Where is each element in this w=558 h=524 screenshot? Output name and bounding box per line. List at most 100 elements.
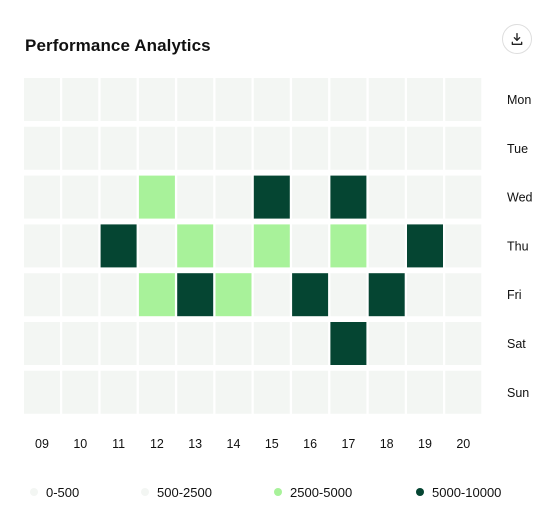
heatmap-cell-tue-18 [368,126,405,170]
heatmap-cell-tue-17 [330,126,367,170]
heatmap-cell-sun-11 [100,370,137,414]
heatmap-cell-sun-18 [368,370,405,414]
heatmap-cell-wed-11 [100,175,137,219]
heatmap-cell-thu-20 [445,224,482,268]
x-axis-label-13: 13 [188,437,202,451]
legend-item-2[interactable]: 2500-5000 [274,482,352,502]
heatmap-cell-fri-19 [407,273,443,317]
heatmap-cell-sun-13 [177,370,214,414]
heatmap-cell-tue-13 [177,126,214,170]
heatmap-cell-fri-20 [445,273,482,317]
x-axis-label-15: 15 [265,437,279,451]
x-axis-label-12: 12 [150,437,164,451]
y-axis-label-tue: Tue [507,142,528,156]
heatmap-cell-wed-13 [177,175,214,219]
heatmap-cell-mon-09 [24,78,60,121]
x-axis-label-16: 16 [303,437,317,451]
heatmap-cell-sat-15 [253,322,290,365]
legend-swatch-2 [274,488,282,496]
heatmap-cell-wed-15 [253,175,290,219]
x-axis-label-11: 11 [112,437,125,451]
legend-swatch-1 [141,488,149,496]
heatmap-cell-thu-13 [177,224,214,268]
x-axis-label-14: 14 [227,437,241,451]
heatmap-cell-thu-19 [407,224,443,268]
heatmap-cell-thu-10 [62,224,99,268]
legend-swatch-3 [416,488,424,496]
heatmap-cell-tue-11 [100,126,137,170]
y-axis-label-sun: Sun [507,386,529,400]
heatmap-cell-fri-11 [100,273,137,317]
x-axis-label-20: 20 [456,437,470,451]
heatmap-cell-thu-15 [253,224,290,268]
legend-label-1: 500-2500 [157,484,212,500]
heatmap-cell-tue-10 [62,126,99,170]
heatmap-cell-sat-13 [177,322,214,365]
heatmap-cell-tue-15 [253,126,290,170]
page-title: Performance Analytics [25,36,211,55]
legend-label-2: 2500-5000 [290,484,353,500]
heatmap-cell-wed-12 [138,175,175,219]
heatmap-cell-tue-19 [407,126,443,170]
y-axis-label-mon: Mon [507,93,531,107]
heatmap-cell-mon-13 [177,78,214,121]
legend-item-3[interactable]: 5000-10000 [416,482,501,502]
heatmap-cell-wed-18 [368,175,405,219]
heatmap-cell-sun-12 [138,370,175,414]
legend-item-0[interactable]: 0-500 [30,482,79,502]
heatmap-cell-sun-20 [445,370,482,414]
heatmap-cell-sun-17 [330,370,367,414]
heatmap-cell-sat-09 [24,322,60,365]
heatmap-cell-mon-17 [330,78,367,121]
download-button[interactable] [502,24,532,54]
heatmap-cell-mon-18 [368,78,405,121]
heatmap-cell-mon-20 [445,78,482,121]
heatmap-cell-tue-20 [445,126,482,170]
heatmap-cell-mon-12 [138,78,175,121]
heatmap-cell-fri-15 [253,273,290,317]
heatmap-cell-sun-09 [24,370,60,414]
heatmap-cell-sat-18 [368,322,405,365]
heatmap-cell-thu-11 [100,224,137,268]
heatmap-cell-tue-14 [215,126,252,170]
heatmap-cell-mon-11 [100,78,137,121]
heatmap-cell-sun-19 [407,370,443,414]
heatmap-cell-fri-10 [62,273,99,317]
legend-swatch-0 [30,488,38,496]
heatmap-cell-fri-12 [138,273,175,317]
heatmap-cell-sun-14 [215,370,252,414]
legend-item-1[interactable]: 500-2500 [141,482,212,502]
heatmap-cell-fri-16 [292,273,329,317]
heatmap-cell-thu-09 [24,224,60,268]
x-axis-label-17: 17 [341,437,355,451]
y-axis-label-sat: Sat [507,337,526,351]
heatmap-cell-thu-18 [368,224,405,268]
heatmap-cell-wed-09 [24,175,60,219]
y-axis-label-fri: Fri [507,288,522,302]
x-axis-label-10: 10 [73,437,87,451]
legend-label-0: 0-500 [46,484,80,500]
heatmap-cell-thu-12 [138,224,175,268]
heatmap-cell-sat-17 [330,322,367,365]
heatmap-cell-fri-09 [24,273,60,317]
heatmap-cell-thu-14 [215,224,252,268]
heatmap-cell-sun-15 [253,370,290,414]
heatmap-cell-fri-13 [177,273,214,317]
x-axis-label-09: 09 [35,437,49,451]
heatmap-cell-mon-10 [62,78,99,121]
heatmap-cell-sat-20 [445,322,482,365]
heatmap-cell-fri-14 [215,273,252,317]
heatmap-cell-wed-10 [62,175,99,219]
heatmap-cell-tue-12 [138,126,175,170]
heatmap-cell-sun-10 [62,370,99,414]
heatmap-cell-tue-16 [292,126,329,170]
heatmap-cell-wed-20 [445,175,482,219]
heatmap-cell-sat-12 [138,322,175,365]
heatmap-cell-mon-14 [215,78,252,121]
heatmap-cell-mon-15 [253,78,290,121]
heatmap-cell-wed-14 [215,175,252,219]
heatmap-cell-sat-11 [100,322,137,365]
heatmap-cell-fri-17 [330,273,367,317]
